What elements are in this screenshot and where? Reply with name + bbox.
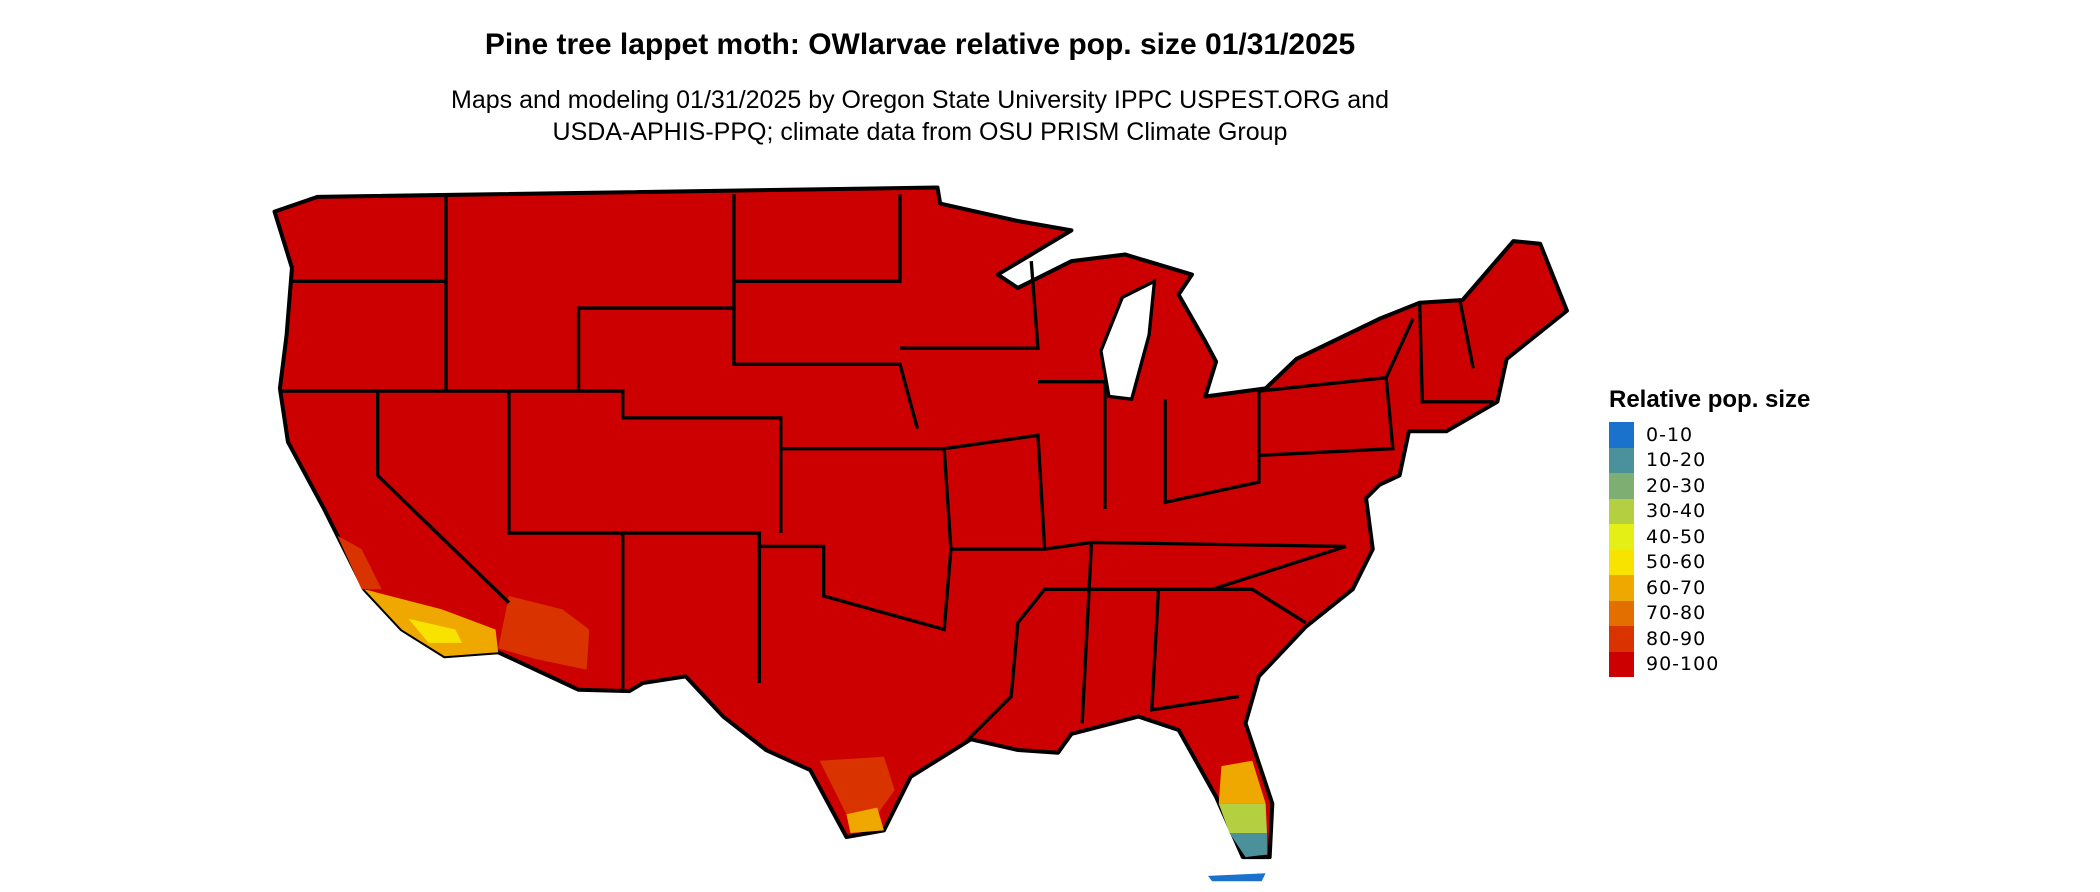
legend-item: 80-90 — [1609, 626, 1810, 652]
legend-label: 80-90 — [1646, 627, 1707, 650]
legend-item: 10-20 — [1609, 447, 1810, 473]
legend-label: 0-10 — [1646, 423, 1694, 446]
legend-swatch — [1609, 651, 1634, 677]
legend-item: 20-30 — [1609, 473, 1810, 499]
legend-swatch — [1609, 575, 1634, 601]
legend-swatch — [1609, 473, 1634, 499]
legend-label: 10-20 — [1646, 449, 1707, 472]
california-south-patch — [337, 535, 499, 657]
legend-item: 30-40 — [1609, 498, 1810, 524]
legend-label: 40-50 — [1646, 525, 1707, 548]
legend-swatch — [1609, 498, 1634, 524]
legend-item: 60-70 — [1609, 575, 1810, 601]
texas-south-patch — [819, 756, 895, 834]
legend-item: 0-10 — [1609, 422, 1810, 448]
legend-swatch — [1609, 600, 1634, 626]
legend-label: 50-60 — [1646, 551, 1707, 574]
legend-swatch — [1609, 447, 1634, 473]
legend-item: 50-60 — [1609, 549, 1810, 575]
legend: Relative pop. size 0-10 10-20 20-30 30-40 40… — [1609, 386, 1810, 677]
legend-swatch — [1609, 626, 1634, 652]
us-outline — [272, 185, 1569, 860]
legend-title: Relative pop. size — [1609, 386, 1811, 413]
legend-swatch — [1609, 549, 1634, 575]
legend-label: 70-80 — [1646, 602, 1707, 625]
legend-label: 30-40 — [1646, 500, 1707, 523]
map-title: Pine tree lappet moth: OWlarvae relative… — [484, 28, 1356, 61]
map-subtitle: Maps and modeling 01/31/2025 by Oregon S… — [0, 84, 1840, 148]
legend-swatch — [1609, 524, 1634, 550]
state-borders — [281, 194, 1494, 745]
legend-item: 70-80 — [1609, 600, 1810, 626]
legend-items: 0-10 10-20 20-30 30-40 40-50 50-60 60-70 70-80 8… — [1609, 422, 1810, 677]
us-landmass — [272, 185, 1569, 882]
subtitle-line-2: USDA-APHIS-PPQ; climate data from OSU PR… — [552, 118, 1288, 146]
legend-label: 20-30 — [1646, 474, 1707, 497]
legend-item: 40-50 — [1609, 524, 1810, 550]
subtitle-line-1: Maps and modeling 01/31/2025 by Oregon S… — [451, 86, 1389, 114]
legend-swatch — [1609, 422, 1634, 448]
arizona-south-patch — [498, 596, 590, 670]
legend-label: 90-100 — [1646, 653, 1720, 676]
florida-gradient — [1208, 760, 1267, 882]
legend-item: 90-100 — [1609, 651, 1810, 677]
legend-label: 60-70 — [1646, 576, 1707, 599]
lake-michigan — [1099, 278, 1157, 401]
